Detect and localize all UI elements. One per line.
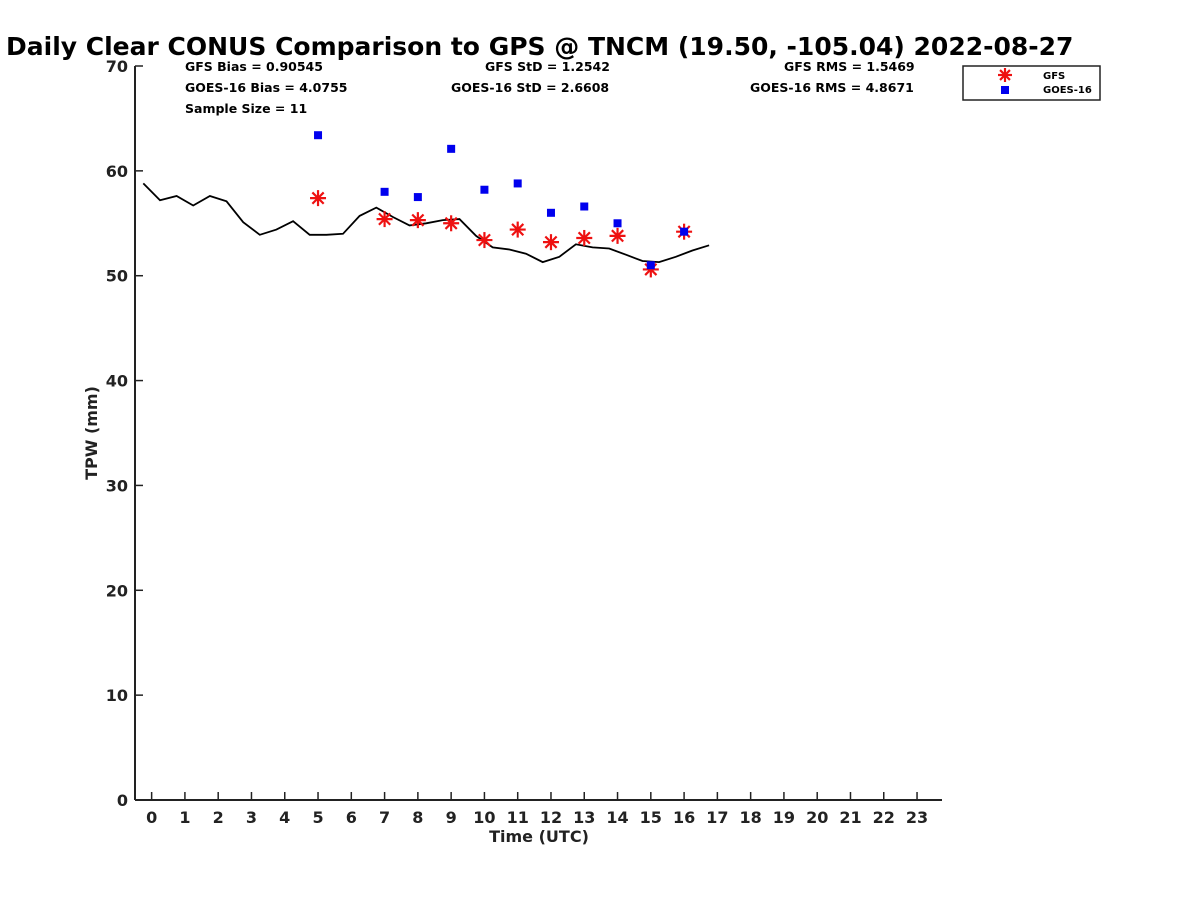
chart-title: Daily Clear CONUS Comparison to GPS @ TN… xyxy=(6,32,1073,61)
x-tick-label: 15 xyxy=(640,808,662,827)
stat-gfs-rms: GFS RMS = 1.5469 xyxy=(784,59,915,74)
legend-goes-marker xyxy=(1001,86,1009,94)
x-tick-label: 3 xyxy=(246,808,257,827)
gfs-point xyxy=(476,232,493,249)
x-tick-label: 22 xyxy=(873,808,895,827)
goes16-point xyxy=(513,179,522,188)
legend-box xyxy=(962,65,1101,101)
y-tick-label: 50 xyxy=(106,267,128,286)
legend-gfs-marker xyxy=(998,68,1012,82)
goes16-point xyxy=(314,131,323,140)
x-tick-label: 11 xyxy=(507,808,529,827)
x-tick-label: 0 xyxy=(146,808,157,827)
goes16-point xyxy=(613,219,622,228)
x-axis-label: Time (UTC) xyxy=(489,827,589,846)
x-tick-label: 6 xyxy=(346,808,357,827)
goes16-point xyxy=(447,144,456,153)
gps-tpw-line xyxy=(142,182,710,264)
x-tick-label: 16 xyxy=(673,808,695,827)
x-tick-label: 19 xyxy=(773,808,795,827)
stat-gfs-std: GFS StD = 1.2542 xyxy=(485,59,610,74)
legend-gfs-label: GFS xyxy=(1043,71,1065,82)
gfs-point xyxy=(409,212,426,229)
goes16-point xyxy=(546,208,555,217)
x-tick-label: 13 xyxy=(573,808,595,827)
x-tick-label: 7 xyxy=(379,808,390,827)
y-tick-label: 40 xyxy=(106,372,128,391)
legend-goes-label: GOES-16 xyxy=(1043,85,1092,96)
x-tick-label: 2 xyxy=(213,808,224,827)
x-tick-label: 20 xyxy=(806,808,828,827)
legend-gfs-asterisk xyxy=(998,68,1012,82)
gfs-point xyxy=(576,229,593,246)
gfs-point xyxy=(609,227,626,244)
x-tick-label: 9 xyxy=(446,808,457,827)
x-ticks: 0 1 2 3 4 5 6 7 8 9 10 11 12 13 14 15 16 17 18 19 20 21 22 23 xyxy=(146,792,928,827)
y-tick-label: 20 xyxy=(106,581,128,600)
x-tick-label: 10 xyxy=(473,808,495,827)
x-tick-label: 1 xyxy=(179,808,190,827)
stats-block: GFS Bias = 0.90545 GOES-16 Bias = 4.0755… xyxy=(185,59,915,116)
x-tick-label: 5 xyxy=(312,808,323,827)
x-tick-label: 23 xyxy=(906,808,928,827)
x-tick-label: 8 xyxy=(412,808,423,827)
y-tick-label: 10 xyxy=(106,686,128,705)
legend: GFS GOES-16 xyxy=(962,65,1101,101)
y-axis-label: TPW (mm) xyxy=(82,386,101,480)
stat-goes-bias: GOES-16 Bias = 4.0755 xyxy=(185,80,347,95)
plot-area xyxy=(142,131,710,278)
gfs-point xyxy=(376,211,393,228)
gfs-point xyxy=(443,215,460,232)
stat-gfs-bias: GFS Bias = 0.90545 xyxy=(185,59,323,74)
goes16-point xyxy=(413,193,422,202)
goes16-point xyxy=(480,185,489,194)
y-tick-label: 70 xyxy=(106,57,128,76)
gfs-point xyxy=(509,221,526,238)
y-ticks: 0 10 20 30 40 50 60 70 xyxy=(106,57,143,810)
y-tick-label: 0 xyxy=(117,791,128,810)
goes16-point xyxy=(380,187,389,196)
x-tick-label: 14 xyxy=(606,808,628,827)
stat-goes-std: GOES-16 StD = 2.6608 xyxy=(451,80,609,95)
x-tick-label: 12 xyxy=(540,808,562,827)
x-tick-label: 17 xyxy=(706,808,728,827)
y-tick-label: 30 xyxy=(106,476,128,495)
x-tick-label: 21 xyxy=(839,808,861,827)
gfs-point xyxy=(310,190,327,207)
x-tick-label: 4 xyxy=(279,808,290,827)
goes16-point xyxy=(680,227,689,236)
gfs-point xyxy=(542,234,559,251)
x-tick-label: 18 xyxy=(740,808,762,827)
stat-sample-size: Sample Size = 11 xyxy=(185,101,307,116)
goes16-point xyxy=(646,261,655,270)
goes16-point xyxy=(580,202,589,211)
stat-goes-rms: GOES-16 RMS = 4.8671 xyxy=(750,80,914,95)
y-tick-label: 60 xyxy=(106,162,128,181)
